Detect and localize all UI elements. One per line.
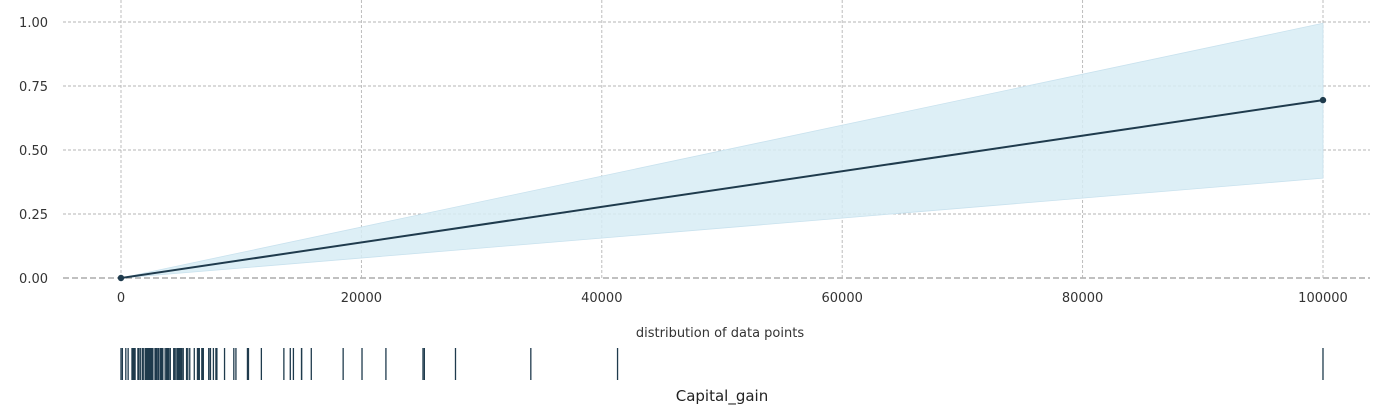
rug-title: distribution of data points xyxy=(636,326,804,341)
x-tick-label: 0 xyxy=(117,291,125,306)
x-axis-title: Capital_gain xyxy=(676,387,768,406)
x-tick-label: 40000 xyxy=(581,291,622,306)
y-tick-label: 1.00 xyxy=(19,16,48,31)
x-tick-label: 60000 xyxy=(822,291,863,306)
y-tick-label: 0.50 xyxy=(19,144,48,159)
y-tick-label: 0.75 xyxy=(19,80,48,95)
y-tick-label: 0.00 xyxy=(19,272,48,287)
x-tick-label: 100000 xyxy=(1298,291,1348,306)
grid xyxy=(63,0,1370,279)
rug-plot xyxy=(120,348,1324,380)
confidence-band-area xyxy=(120,22,1324,279)
data-point xyxy=(1319,96,1327,104)
axes: 0.00 0.25 0.50 0.75 1.00 0 20000 40000 60000 8000… xyxy=(19,16,1348,306)
series-line xyxy=(120,99,1324,279)
line-series xyxy=(117,96,1327,282)
data-point xyxy=(117,274,125,282)
x-tick-label: 20000 xyxy=(341,291,382,306)
x-tick-label: 80000 xyxy=(1062,291,1103,306)
confidence-band xyxy=(120,22,1324,279)
y-tick-label: 0.25 xyxy=(19,208,48,223)
